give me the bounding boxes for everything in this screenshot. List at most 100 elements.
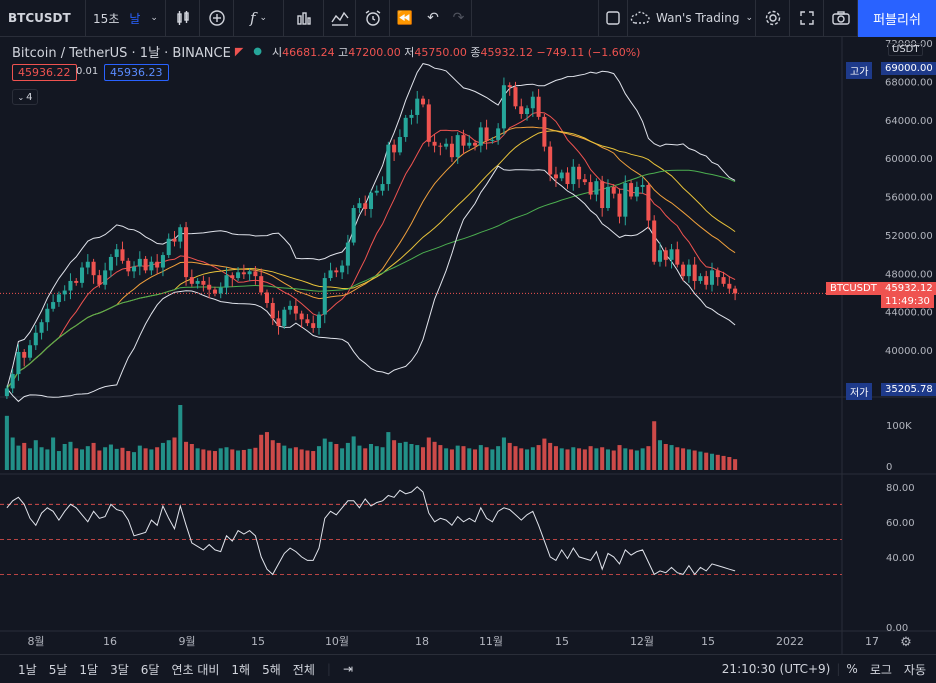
volume-bar (334, 444, 339, 470)
candle-body (721, 277, 726, 284)
candle-body (4, 388, 9, 397)
percent-button[interactable]: % (846, 662, 858, 676)
volume-bar (137, 445, 142, 470)
candle-body (548, 146, 553, 175)
fullscreen-button[interactable] (790, 0, 824, 37)
log-button[interactable]: 로그 (869, 662, 892, 677)
candle-body (305, 319, 310, 324)
status-dot-icon: ● (253, 46, 263, 57)
volume-bar (634, 450, 639, 470)
volume-bar (108, 444, 113, 470)
candle-body (195, 280, 200, 284)
candle-body (80, 267, 85, 283)
volume-bar (629, 449, 634, 470)
volume-bar (85, 446, 90, 470)
volume-bar (276, 442, 281, 470)
redo-button[interactable]: ↷ (446, 0, 472, 37)
bar-chart-button[interactable] (284, 0, 324, 37)
fullscreen-layout-button[interactable] (598, 0, 628, 37)
auto-button[interactable]: 자동 (903, 662, 926, 677)
candle-body (328, 270, 333, 279)
price-tick-label: 48000.00 (885, 269, 933, 280)
replay-button[interactable]: ⏪ (390, 0, 420, 37)
candle-body (293, 305, 298, 314)
sell-price-button[interactable]: 45936.22 (12, 64, 77, 81)
rewind-icon: ⏪ (396, 10, 414, 26)
candle-body (565, 172, 570, 185)
volume-bar (224, 447, 229, 470)
alert-button[interactable] (356, 0, 390, 37)
volume-bar (681, 448, 686, 470)
candle-body (143, 258, 148, 271)
candle-body (623, 183, 628, 217)
open-value: 46681.24 (282, 45, 335, 59)
price-chart[interactable]: 72000.00 68000.00 64000.00 60000.00 56000.00… (0, 37, 936, 654)
snapshot-button[interactable] (824, 0, 858, 37)
range-button[interactable]: 6달 (140, 662, 160, 677)
range-button[interactable]: 전체 (292, 662, 315, 677)
volume-tick-label: 100K (886, 421, 912, 432)
chevron-down-icon: ⌄ (150, 13, 158, 23)
range-button[interactable]: 5해 (262, 662, 281, 677)
candle-body (56, 294, 61, 303)
range-button[interactable]: 3달 (110, 662, 129, 677)
date-range-icon[interactable]: ⇥ (342, 662, 353, 676)
candle-body (478, 127, 483, 146)
range-button[interactable]: 1날 (18, 662, 37, 677)
volume-bar (357, 445, 362, 470)
candle-body (490, 139, 495, 141)
square-icon (606, 11, 620, 25)
publish-button[interactable]: 퍼블리쉬 (858, 0, 936, 37)
indicators-toggle-button[interactable]: ⌄ 4 (12, 89, 38, 105)
chevron-down-icon: ⌄ (17, 92, 25, 102)
candle-body (657, 250, 662, 262)
candle-body (438, 145, 443, 147)
layout-selector[interactable]: Wan's Trading ⌄ (628, 0, 756, 37)
bollinger-upper-line (6, 63, 736, 389)
volume-bar (449, 449, 454, 470)
currency-button[interactable]: USDT (888, 43, 924, 56)
compare-button[interactable] (200, 0, 234, 37)
undo-button[interactable]: ↶ (420, 0, 446, 37)
clock[interactable]: 21:10:30 (UTC+9) (721, 662, 831, 676)
volume-bar (640, 448, 645, 470)
range-button[interactable]: 1달 (79, 662, 99, 677)
volume-bar (259, 434, 264, 470)
volume-bar (247, 448, 252, 470)
buy-price-button[interactable]: 45936.23 (104, 64, 169, 81)
candle-body (189, 277, 194, 284)
volume-bar (553, 446, 558, 470)
candle-body (594, 181, 599, 195)
volume-bar (397, 442, 402, 470)
candle-body (311, 323, 316, 328)
volume-bar (253, 447, 258, 470)
candle-body (582, 179, 587, 183)
volume-bar (166, 440, 171, 470)
volume-bar (577, 448, 582, 470)
volume-bar (149, 449, 154, 470)
range-button[interactable]: 1해 (231, 662, 251, 677)
cloud-icon (630, 11, 650, 24)
volume-bar (97, 450, 102, 470)
candle-body (264, 292, 269, 304)
candle-style-button[interactable] (166, 0, 200, 37)
candle-body (241, 272, 246, 275)
settings-button[interactable] (756, 0, 790, 37)
indicators-button[interactable]: f ⌄ (234, 0, 284, 37)
volume-bar (33, 440, 38, 470)
volume-bar (646, 446, 651, 470)
volume-bar (432, 441, 437, 470)
gear-icon[interactable]: ⚙ (900, 635, 912, 650)
volume-bar (513, 446, 518, 470)
rsi-tick-label: 40.00 (886, 553, 915, 564)
interval-selector[interactable]: 15초 날 ⌄ (86, 0, 166, 37)
replay-chart-button[interactable] (324, 0, 356, 37)
candle-body (253, 271, 258, 277)
volume-bar (461, 446, 466, 470)
candle-body (634, 186, 639, 197)
candle-body (496, 128, 501, 140)
candle-body (22, 351, 27, 358)
symbol-search-button[interactable]: BTCUSDT (0, 0, 86, 37)
range-button[interactable]: 5날 (48, 662, 68, 677)
range-button[interactable]: 연초 대비 (171, 662, 220, 677)
